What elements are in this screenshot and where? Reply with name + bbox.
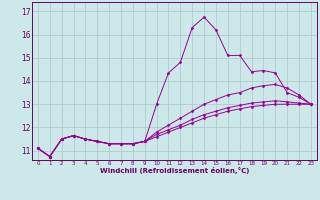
X-axis label: Windchill (Refroidissement éolien,°C): Windchill (Refroidissement éolien,°C)	[100, 167, 249, 174]
